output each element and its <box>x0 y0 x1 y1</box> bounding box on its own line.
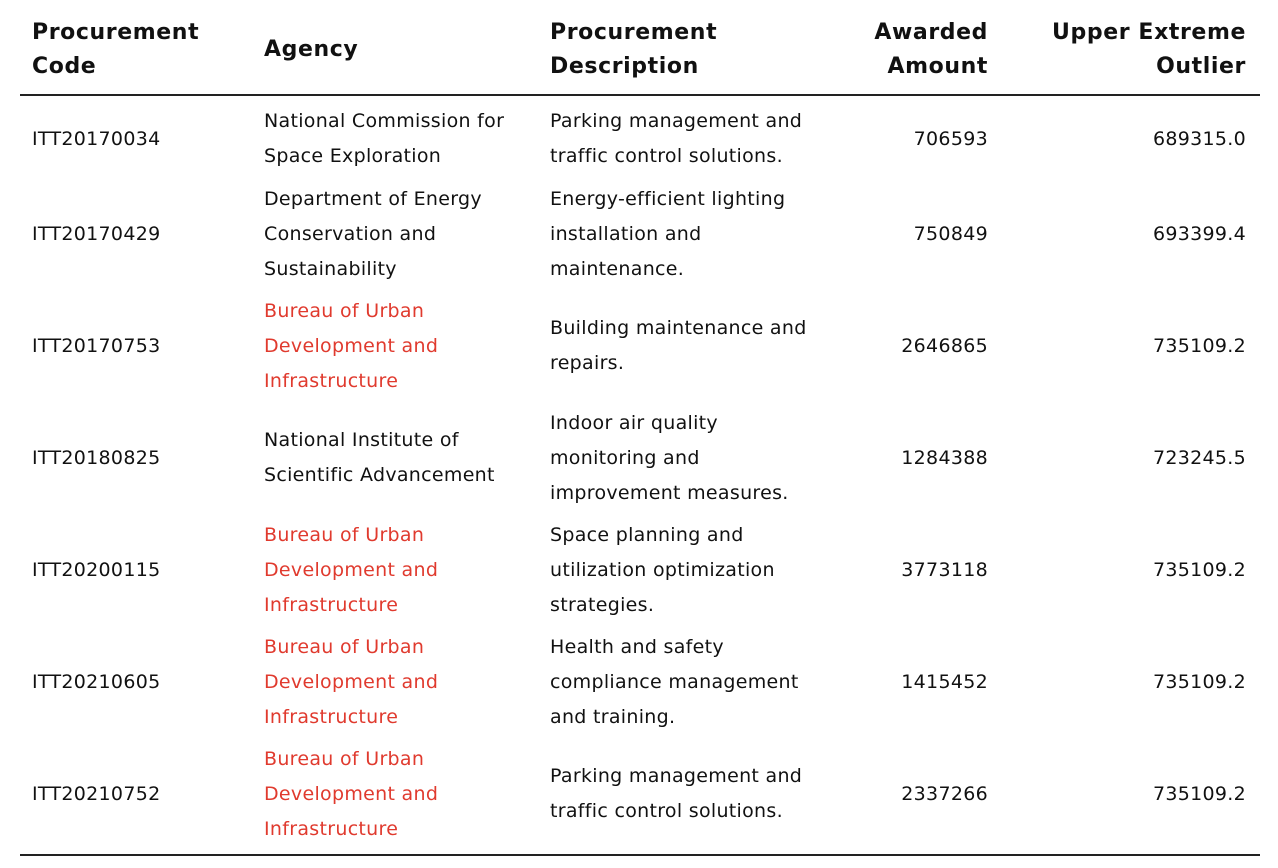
description-cell: Health and safety compliance management … <box>550 626 838 738</box>
awarded-amount-cell: 2646865 <box>901 334 988 357</box>
description-line: Parking management and <box>550 765 803 787</box>
header-outlier-line: Outlier <box>1156 54 1246 79</box>
description-cell: Indoor air quality monitoring and improv… <box>550 402 838 514</box>
description-line: Space planning and <box>550 523 744 546</box>
description-line: traffic control solutions. <box>550 145 783 167</box>
agency-line: Bureau of Urban <box>264 747 425 770</box>
procurement-table-container: Procurement Code Agency Procurement Desc… <box>20 0 1260 856</box>
agency-cell-highlighted: Bureau of Urban Development and Infrastr… <box>264 626 550 738</box>
header-procurement-code: Procurement Code <box>20 0 264 96</box>
outlier-cell: 723245.5 <box>1152 446 1246 469</box>
description-line: traffic control solutions. <box>550 800 783 822</box>
agency-line: Development and <box>264 558 439 581</box>
agency-line: Conservation and <box>264 222 437 245</box>
description-line: maintenance. <box>550 257 685 280</box>
table-row: ITT20180825 National Institute of Scient… <box>20 402 1260 514</box>
description-cell: Parking management and traffic control s… <box>550 95 838 178</box>
description-line: compliance management <box>550 670 799 693</box>
header-row: Procurement Code Agency Procurement Desc… <box>20 0 1260 96</box>
header-agency-line: Agency <box>264 37 359 62</box>
awarded-amount-cell: 706593 <box>913 127 988 150</box>
header-amount-line: Amount <box>887 54 988 79</box>
agency-line: Infrastructure <box>264 593 399 616</box>
agency-line: National Commission for <box>264 110 505 132</box>
agency-cell-highlighted: Bureau of Urban Development and Infrastr… <box>264 290 550 402</box>
header-code-line: Code <box>32 54 97 79</box>
table-row: ITT20210752 Bureau of Urban Development … <box>20 738 1260 855</box>
table-header: Procurement Code Agency Procurement Desc… <box>20 0 1260 96</box>
procurement-code-cell: ITT20210605 <box>32 670 161 693</box>
table-row: ITT20170753 Bureau of Urban Development … <box>20 290 1260 402</box>
awarded-amount-cell: 2337266 <box>901 782 988 805</box>
agency-line: Infrastructure <box>264 369 399 392</box>
description-line: strategies. <box>550 593 655 616</box>
header-procurement-description: Procurement Description <box>550 0 838 96</box>
procurement-code-cell: ITT20170034 <box>32 127 161 150</box>
awarded-amount-cell: 3773118 <box>901 558 988 581</box>
agency-cell: National Commission for Space Exploratio… <box>264 95 550 178</box>
header-outlier-line: Upper Extreme <box>1052 20 1246 45</box>
agency-line: Bureau of Urban <box>264 523 425 546</box>
agency-line: Infrastructure <box>264 705 399 728</box>
table-row: ITT20210605 Bureau of Urban Development … <box>20 626 1260 738</box>
agency-cell: Department of Energy Conservation and Su… <box>264 178 550 290</box>
outlier-cell: 735109.2 <box>1152 782 1246 805</box>
header-awarded-amount: Awarded Amount <box>838 0 1002 96</box>
description-line: monitoring and <box>550 446 700 469</box>
table-row: ITT20170034 National Commission for Spac… <box>20 95 1260 178</box>
description-cell: Energy-efficient lighting installation a… <box>550 178 838 290</box>
description-line: utilization optimization <box>550 558 775 581</box>
description-line: Building maintenance and <box>550 317 807 339</box>
agency-line: Scientific Advancement <box>264 464 495 486</box>
procurement-code-cell: ITT20200115 <box>32 558 161 581</box>
agency-line: Development and <box>264 670 439 693</box>
header-description-line: Description <box>550 54 699 79</box>
awarded-amount-cell: 1415452 <box>901 670 988 693</box>
agency-cell-highlighted: Bureau of Urban Development and Infrastr… <box>264 514 550 626</box>
procurement-code-cell: ITT20170429 <box>32 222 161 245</box>
outlier-cell: 735109.2 <box>1152 334 1246 357</box>
procurement-code-cell: ITT20210752 <box>32 782 161 805</box>
description-line: Indoor air quality <box>550 411 718 434</box>
description-cell: Space planning and utilization optimizat… <box>550 514 838 626</box>
description-line: and training. <box>550 705 676 728</box>
agency-line: Space Exploration <box>264 145 442 167</box>
table-row: ITT20170429 Department of Energy Conserv… <box>20 178 1260 290</box>
header-upper-extreme-outlier: Upper Extreme Outlier <box>1002 0 1260 96</box>
agency-line: Department of Energy <box>264 187 482 210</box>
procurement-table: Procurement Code Agency Procurement Desc… <box>20 0 1260 856</box>
agency-line: National Institute of <box>264 429 459 451</box>
description-cell: Building maintenance and repairs. <box>550 290 838 402</box>
agency-line: Sustainability <box>264 257 397 280</box>
header-agency: Agency <box>264 0 550 96</box>
table-body: ITT20170034 National Commission for Spac… <box>20 95 1260 855</box>
outlier-cell: 689315.0 <box>1152 127 1246 150</box>
outlier-cell: 735109.2 <box>1152 558 1246 581</box>
header-description-line: Procurement <box>550 20 718 45</box>
procurement-code-cell: ITT20180825 <box>32 446 161 469</box>
description-line: Parking management and <box>550 110 803 132</box>
description-line: installation and <box>550 222 702 245</box>
agency-cell-highlighted: Bureau of Urban Development and Infrastr… <box>264 738 550 855</box>
header-code-line: Procurement <box>32 20 200 45</box>
outlier-cell: 693399.4 <box>1152 222 1246 245</box>
agency-cell: National Institute of Scientific Advance… <box>264 402 550 514</box>
header-amount-line: Awarded <box>874 20 988 45</box>
agency-line: Bureau of Urban <box>264 299 425 322</box>
table-row: ITT20200115 Bureau of Urban Development … <box>20 514 1260 626</box>
agency-line: Infrastructure <box>264 817 399 840</box>
description-line: improvement measures. <box>550 481 789 504</box>
awarded-amount-cell: 750849 <box>913 222 988 245</box>
outlier-cell: 735109.2 <box>1152 670 1246 693</box>
agency-line: Bureau of Urban <box>264 635 425 658</box>
description-cell: Parking management and traffic control s… <box>550 738 838 855</box>
description-line: repairs. <box>550 352 625 374</box>
description-line: Energy-efficient lighting <box>550 187 786 210</box>
description-line: Health and safety <box>550 635 724 658</box>
procurement-code-cell: ITT20170753 <box>32 334 161 357</box>
awarded-amount-cell: 1284388 <box>901 446 988 469</box>
agency-line: Development and <box>264 334 439 357</box>
agency-line: Development and <box>264 782 439 805</box>
